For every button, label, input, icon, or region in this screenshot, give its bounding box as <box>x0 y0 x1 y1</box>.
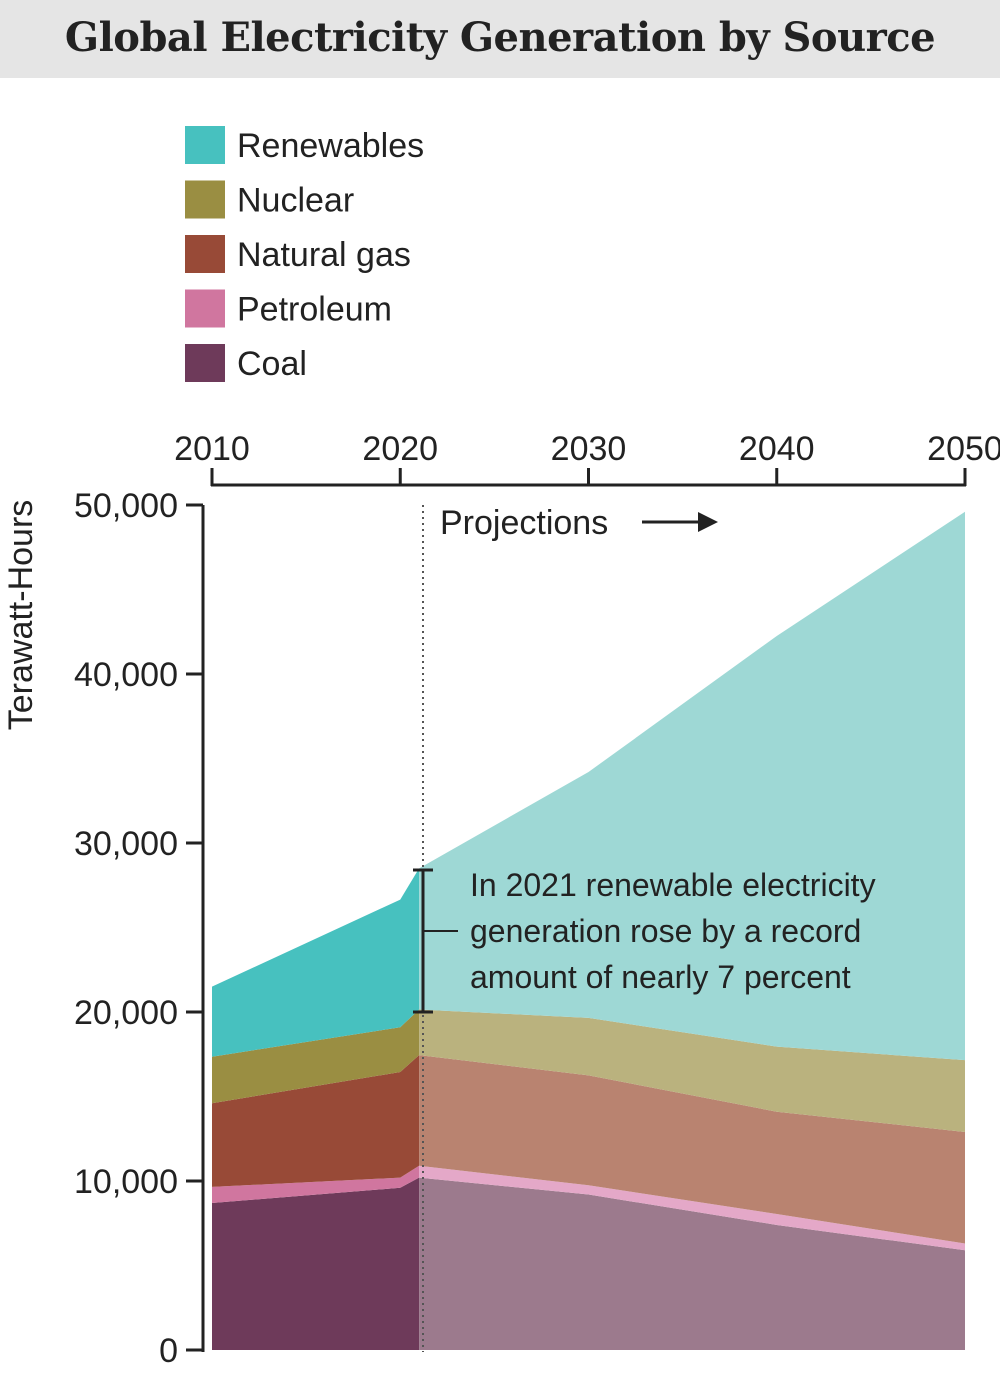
legend-item-petroleum: Petroleum <box>185 289 392 329</box>
area-natural-gas-projected <box>419 1055 965 1244</box>
x-tick-label: 2030 <box>551 430 627 468</box>
area-nuclear-projected <box>419 1009 965 1132</box>
area-coal-projected <box>419 1177 965 1350</box>
projections-label: Projections <box>440 504 608 542</box>
area-petroleum-projected <box>419 1165 965 1251</box>
legend-item-nuclear: Nuclear <box>185 180 354 220</box>
area-renewables-projected <box>419 511 965 1061</box>
legend-label: Renewables <box>237 127 424 165</box>
legend-label: Nuclear <box>237 182 354 220</box>
x-axis-ticks: 2010 2020 2030 2040 2050 <box>174 430 1000 486</box>
y-axis-label: Terawatt-Hours <box>2 500 40 731</box>
area-petroleum-historical <box>212 1165 420 1203</box>
x-tick-label: 2040 <box>739 430 815 468</box>
title-bar: Global Electricity Generation by Source <box>0 0 1000 78</box>
y-tick-label: 0 <box>159 1332 178 1370</box>
legend-label: Coal <box>237 345 307 383</box>
legend: Renewables Nuclear Natural gas Petroleum Coa… <box>185 126 424 383</box>
arrow-right-icon <box>642 512 718 532</box>
x-tick-label: 2050 <box>927 430 1000 468</box>
legend-swatch <box>185 344 225 382</box>
y-tick-label: 40,000 <box>74 656 178 694</box>
legend-item-natural-gas: Natural gas <box>185 235 411 274</box>
annotation-line-2: generation rose by a record <box>470 913 861 949</box>
area-coal-historical <box>212 1177 420 1350</box>
chart-title: Global Electricity Generation by Source <box>64 14 936 61</box>
legend-label: Natural gas <box>237 236 411 274</box>
area-natural-gas-historical <box>212 1055 420 1187</box>
annotation-line-1: In 2021 renewable electricity <box>470 867 876 903</box>
legend-item-renewables: Renewables <box>185 126 424 165</box>
legend-item-coal: Coal <box>185 344 307 383</box>
x-tick-label: 2010 <box>174 430 250 468</box>
x-tick-label: 2020 <box>362 430 438 468</box>
y-tick-label: 30,000 <box>74 825 178 863</box>
legend-swatch <box>185 126 225 164</box>
y-tick-label: 20,000 <box>74 994 178 1032</box>
legend-swatch <box>185 180 225 219</box>
y-tick-label: 50,000 <box>74 487 178 525</box>
annotation-line-3: amount of nearly 7 percent <box>470 959 851 995</box>
annotation-bracket <box>413 868 458 1014</box>
y-axis-ticks: 0 10,000 20,000 30,000 40,000 50,000 <box>74 487 203 1370</box>
legend-swatch <box>185 289 225 328</box>
y-tick-label: 10,000 <box>74 1163 178 1201</box>
legend-label: Petroleum <box>237 291 392 329</box>
legend-swatch <box>185 235 225 273</box>
area-renewables-historical <box>212 868 420 1057</box>
area-nuclear-historical <box>212 1009 420 1104</box>
stacked-areas <box>212 511 965 1350</box>
